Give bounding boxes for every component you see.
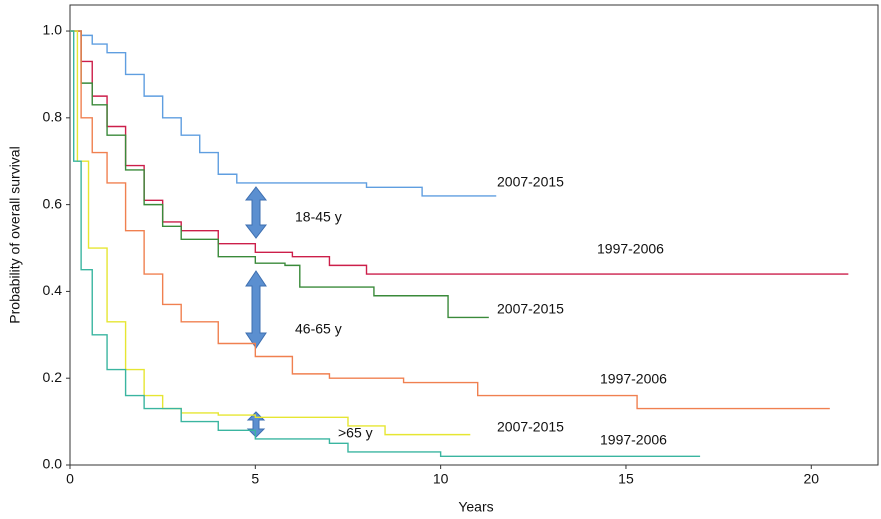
series-label: 1997-2006 (600, 432, 667, 448)
series-label: 1997-2006 (600, 371, 667, 387)
x-tick-label: 5 (251, 471, 259, 487)
x-tick-label: 0 (66, 471, 74, 487)
series-label: 2007-2015 (497, 301, 564, 317)
series-label: 2007-2015 (497, 174, 564, 190)
y-tick-label: 0.8 (43, 109, 63, 125)
survival-curve (70, 30, 830, 410)
series-label: 1997-2006 (597, 241, 664, 257)
x-tick-label: 20 (803, 471, 819, 487)
y-tick-label: 0.0 (43, 456, 63, 472)
x-tick-label: 15 (618, 471, 634, 487)
plot-frame (69, 4, 879, 466)
series-label: 2007-2015 (497, 419, 564, 435)
x-tick-label: 10 (433, 471, 449, 487)
arrows (244, 186, 268, 438)
x-axis-label: Years (458, 499, 493, 515)
y-tick-label: 1.0 (43, 22, 63, 38)
survival-curve (70, 30, 489, 319)
y-tick-label: 0.4 (43, 282, 63, 298)
survival-curve (70, 30, 471, 436)
survival-curve (70, 30, 849, 275)
group-label: >65 y (338, 425, 373, 441)
arrow (245, 270, 267, 349)
arrow (244, 186, 268, 239)
y-axis-label: Probability of overall survival (7, 146, 23, 323)
survival-curve (70, 30, 701, 458)
y-tick-label: 0.6 (43, 195, 63, 211)
survival-curve (70, 30, 497, 197)
group-label: 18-45 y (295, 209, 342, 225)
group-label: 46-65 y (295, 321, 342, 337)
y-tick-label: 0.2 (43, 369, 63, 385)
